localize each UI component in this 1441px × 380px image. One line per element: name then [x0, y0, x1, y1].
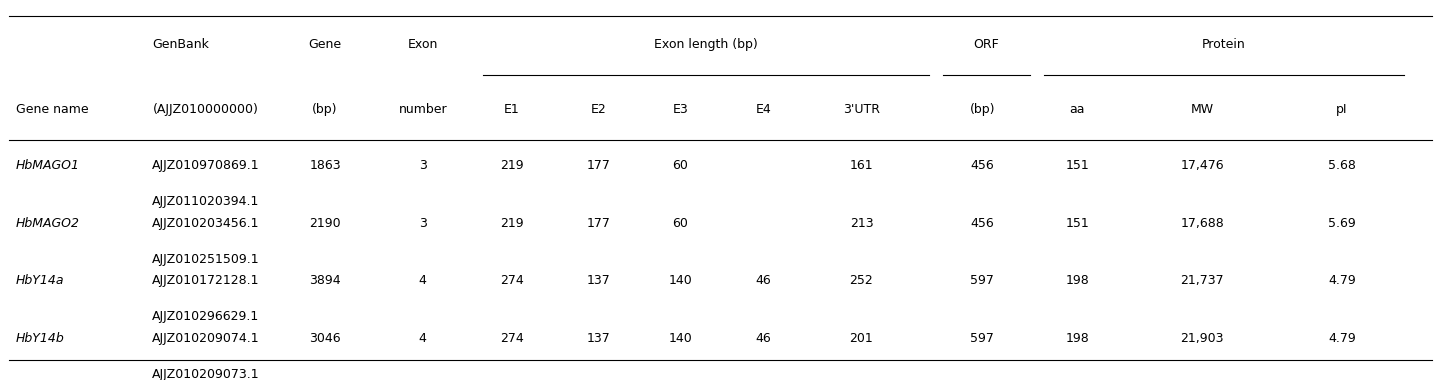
- Text: E2: E2: [591, 103, 607, 116]
- Text: 5.69: 5.69: [1329, 217, 1356, 230]
- Text: 3046: 3046: [310, 332, 342, 345]
- Text: 213: 213: [850, 217, 873, 230]
- Text: GenBank: GenBank: [153, 38, 209, 51]
- Text: 161: 161: [850, 159, 873, 172]
- Text: Gene name: Gene name: [16, 103, 88, 116]
- Text: 177: 177: [586, 159, 610, 172]
- Text: AJJZ011020394.1: AJJZ011020394.1: [153, 195, 259, 208]
- Text: 456: 456: [970, 217, 994, 230]
- Text: 219: 219: [500, 159, 523, 172]
- Text: AJJZ010203456.1: AJJZ010203456.1: [153, 217, 259, 230]
- Text: Exon length (bp): Exon length (bp): [654, 38, 758, 51]
- Text: (bp): (bp): [313, 103, 337, 116]
- Text: 137: 137: [586, 332, 610, 345]
- Text: AJJZ010172128.1: AJJZ010172128.1: [153, 274, 259, 287]
- Text: 3894: 3894: [310, 274, 342, 287]
- Text: (AJJZ010000000): (AJJZ010000000): [153, 103, 258, 116]
- Text: AJJZ010209074.1: AJJZ010209074.1: [153, 332, 259, 345]
- Text: HbY14a: HbY14a: [16, 274, 65, 287]
- Text: 274: 274: [500, 274, 525, 287]
- Text: AJJZ010209073.1: AJJZ010209073.1: [153, 368, 259, 380]
- Text: 46: 46: [755, 274, 771, 287]
- Text: AJJZ010296629.1: AJJZ010296629.1: [153, 310, 259, 323]
- Text: 140: 140: [669, 332, 692, 345]
- Text: E4: E4: [755, 103, 771, 116]
- Text: 177: 177: [586, 217, 610, 230]
- Text: aa: aa: [1069, 103, 1085, 116]
- Text: 60: 60: [673, 217, 689, 230]
- Text: E1: E1: [504, 103, 520, 116]
- Text: 597: 597: [970, 274, 994, 287]
- Text: HbMAGO1: HbMAGO1: [16, 159, 79, 172]
- Text: 597: 597: [970, 332, 994, 345]
- Text: pI: pI: [1336, 103, 1347, 116]
- Text: Gene: Gene: [308, 38, 342, 51]
- Text: 4: 4: [419, 332, 427, 345]
- Text: 4: 4: [419, 274, 427, 287]
- Text: 456: 456: [970, 159, 994, 172]
- Text: 198: 198: [1065, 274, 1089, 287]
- Text: 140: 140: [669, 274, 692, 287]
- Text: 4.79: 4.79: [1329, 274, 1356, 287]
- Text: 3: 3: [419, 217, 427, 230]
- Text: 17,688: 17,688: [1180, 217, 1225, 230]
- Text: HbY14b: HbY14b: [16, 332, 65, 345]
- Text: 198: 198: [1065, 332, 1089, 345]
- Text: 2190: 2190: [310, 217, 342, 230]
- Text: 1863: 1863: [310, 159, 342, 172]
- Text: 151: 151: [1065, 217, 1089, 230]
- Text: AJJZ010251509.1: AJJZ010251509.1: [153, 253, 259, 266]
- Text: 4.79: 4.79: [1329, 332, 1356, 345]
- Text: 201: 201: [850, 332, 873, 345]
- Text: ORF: ORF: [974, 38, 1000, 51]
- Text: 5.68: 5.68: [1327, 159, 1356, 172]
- Text: 21,737: 21,737: [1180, 274, 1223, 287]
- Text: Protein: Protein: [1202, 38, 1246, 51]
- Text: HbMAGO2: HbMAGO2: [16, 217, 79, 230]
- Text: number: number: [399, 103, 447, 116]
- Text: 46: 46: [755, 332, 771, 345]
- Text: (bp): (bp): [970, 103, 994, 116]
- Text: 21,903: 21,903: [1180, 332, 1223, 345]
- Text: E3: E3: [673, 103, 689, 116]
- Text: 219: 219: [500, 217, 523, 230]
- Text: 151: 151: [1065, 159, 1089, 172]
- Text: 60: 60: [673, 159, 689, 172]
- Text: 3'UTR: 3'UTR: [843, 103, 880, 116]
- Text: Exon: Exon: [408, 38, 438, 51]
- Text: 3: 3: [419, 159, 427, 172]
- Text: 137: 137: [586, 274, 610, 287]
- Text: 252: 252: [850, 274, 873, 287]
- Text: MW: MW: [1190, 103, 1213, 116]
- Text: 274: 274: [500, 332, 525, 345]
- Text: 17,476: 17,476: [1180, 159, 1223, 172]
- Text: AJJZ010970869.1: AJJZ010970869.1: [153, 159, 259, 172]
